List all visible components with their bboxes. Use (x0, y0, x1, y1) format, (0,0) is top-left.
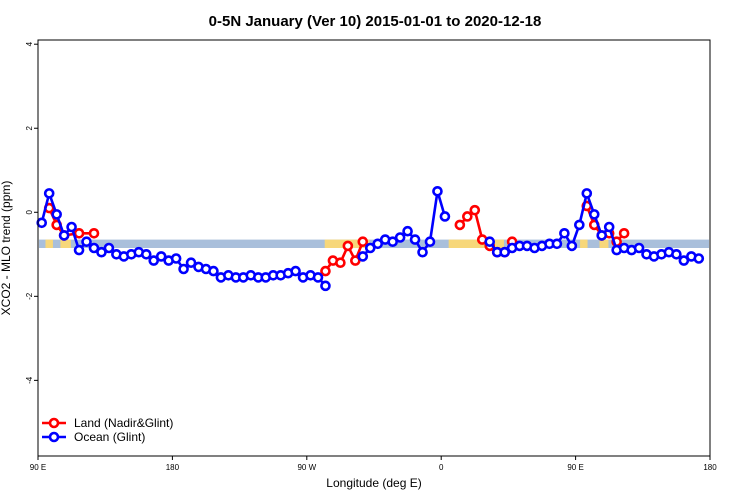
ocean-data-point (581, 188, 593, 199)
legend-label-ocean: Ocean (Glint) (74, 430, 145, 444)
land-data-point (618, 227, 630, 239)
ocean-data-point (81, 236, 92, 247)
land-band-segment (448, 239, 504, 248)
ocean-data-point (432, 185, 443, 197)
land-data-point (88, 227, 100, 239)
land-band-segment (60, 239, 71, 248)
ocean-data-point (208, 265, 219, 277)
ocean-data-point (96, 246, 107, 258)
ocean-data-point (58, 230, 70, 241)
x-tick-label: 90 E (567, 463, 583, 472)
land-data-point (320, 265, 331, 277)
plot-frame (37, 39, 711, 457)
ocean-data-point (499, 246, 510, 258)
legend-marker-land (48, 417, 60, 429)
ocean-data-point (155, 251, 167, 262)
ocean-data-point (185, 257, 197, 269)
ocean-data-point (170, 253, 182, 264)
ocean-data-point (439, 211, 451, 222)
ocean-data-point (566, 240, 578, 252)
ocean-data-point (364, 242, 376, 254)
ocean-data-point (148, 255, 160, 266)
ocean-data-point (178, 263, 189, 275)
ocean-data-point (588, 209, 600, 220)
legend: Land (Nadir&Glint)Ocean (Glint) (42, 416, 173, 444)
chart-title: 0-5N January (Ver 10) 2015-01-01 to 2020… (209, 13, 542, 30)
ocean-data-point (402, 225, 413, 237)
land-data-point (342, 240, 354, 252)
legend-label-land: Land (Nadir&Glint) (74, 416, 173, 430)
ocean-data-point (633, 242, 645, 254)
ocean-data-point (484, 236, 496, 247)
ocean-data-point (693, 253, 705, 264)
land-band-segment (599, 239, 609, 248)
ocean-data-point (559, 227, 570, 239)
ocean-data-point (409, 234, 421, 245)
ocean-data-point (394, 232, 406, 243)
land-data-point (335, 257, 346, 269)
x-tick-label: 180 (703, 463, 717, 472)
ocean-data-point (678, 255, 690, 266)
y-tick-label: -4 (25, 376, 34, 384)
y-axis-label: XCO2 - MLO trend (ppm) (0, 181, 13, 316)
y-tick-label: 0 (25, 210, 34, 215)
land-data-point (469, 204, 481, 216)
ocean-data-point (103, 242, 115, 254)
y-axis: -4 -2 0 2 4 (25, 41, 38, 384)
x-tick-label: 180 (166, 463, 180, 472)
ocean-data-point (574, 219, 585, 231)
land-data-point (357, 236, 369, 247)
land-series (43, 200, 630, 277)
ocean-data-point (290, 265, 301, 277)
land-band-segment (45, 239, 53, 248)
x-tick-label: 90 W (297, 463, 316, 472)
land-band-segment (580, 239, 588, 248)
y-tick-label: 2 (25, 125, 34, 130)
ocean-data-point (140, 249, 152, 260)
x-tick-label: 0 (439, 463, 444, 472)
ocean-data-point (357, 251, 369, 262)
ocean-series (36, 185, 705, 292)
x-axis-label: Longitude (deg E) (326, 476, 421, 490)
ocean-data-point (73, 244, 85, 256)
ocean-data-point (320, 280, 331, 292)
ocean-data-point (603, 221, 615, 233)
ocean-data-point (312, 272, 324, 283)
ocean-data-point (596, 230, 608, 241)
ocean-data-point (551, 238, 563, 250)
land-data-point (350, 255, 361, 266)
ocean-data-point (671, 249, 682, 260)
ocean-data-point (36, 217, 48, 229)
ocean-data-point (372, 238, 384, 250)
land-data-point (454, 219, 466, 231)
land-data-point (73, 227, 85, 239)
ocean-data-point (417, 246, 428, 258)
ocean-data-point (387, 236, 398, 247)
y-tick-label: 4 (25, 41, 34, 46)
y-tick-label: -2 (25, 292, 34, 300)
land-data-point (462, 211, 473, 222)
x-axis: 90 E 180 90 W 0 90 E 180 (30, 456, 717, 472)
ocean-data-point (51, 209, 62, 220)
x-tick-label: 90 E (30, 463, 46, 472)
legend-marker-ocean (48, 431, 60, 443)
ocean-data-point (66, 221, 77, 233)
series-layer (36, 185, 705, 292)
ocean-data-point (43, 188, 55, 199)
ocean-data-point (88, 242, 100, 254)
ocean-data-point (424, 236, 436, 247)
